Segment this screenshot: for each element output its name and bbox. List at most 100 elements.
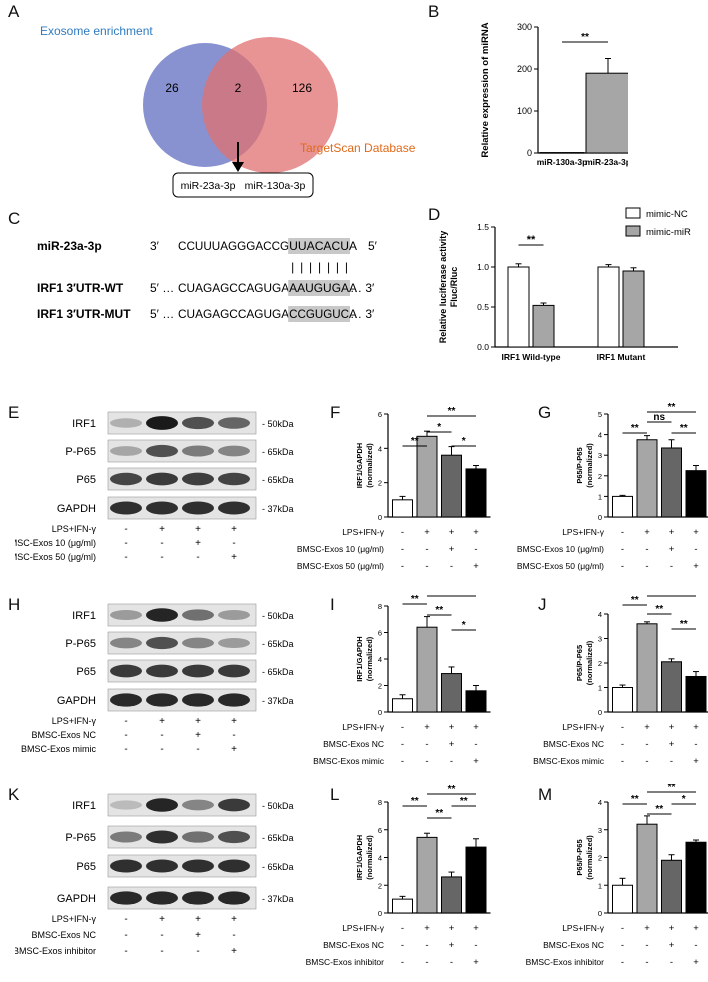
blot-kda-label: - 65kDa: [262, 862, 294, 872]
y-tick-label: 2: [378, 682, 382, 691]
blot-condition-label: BMSC-Exos NC: [31, 730, 96, 740]
blot-image: IRF1 - 50kDa P-P65 - 65kDa P65 - 65kDa GAPDH - …: [13, 793, 294, 957]
condition-sign: +: [669, 527, 675, 538]
y-tick-label: 2: [598, 472, 602, 481]
blot-kda-label: - 65kDa: [262, 639, 294, 649]
seq-5prime-0: 3′: [150, 239, 160, 253]
condition-sign: +: [669, 544, 675, 555]
significance-label: **: [411, 796, 419, 807]
bar: [416, 626, 438, 713]
significance-label: **: [655, 604, 663, 615]
y-axis-label: (normalized): [585, 640, 594, 685]
condition-label: BMSC-Exos 10 (μg/ml): [297, 544, 384, 554]
condition-sign: -: [401, 739, 404, 750]
panel-label-k: K: [8, 785, 20, 804]
x-group-label: IRF1 Mutant: [597, 352, 646, 362]
seq-hl-1: AAUGUGA: [289, 281, 349, 295]
condition-sign: -: [621, 722, 624, 733]
blot-band: [218, 798, 250, 812]
blot-band: [218, 891, 250, 905]
condition-sign: -: [694, 544, 697, 555]
blot-condition-sign: -: [232, 538, 235, 549]
blot-band: [146, 891, 178, 905]
blot-band: [146, 636, 178, 650]
venn-result-box: [172, 172, 314, 198]
blot-condition-sign: -: [196, 552, 199, 563]
blot-condition-sign: -: [232, 730, 235, 741]
y-tick-label: 2: [378, 479, 382, 488]
seq-post-1: A: [349, 281, 357, 295]
legend-swatch: [625, 225, 641, 237]
condition-sign: -: [450, 957, 453, 968]
bar: [636, 823, 658, 914]
condition-sign: -: [645, 957, 648, 968]
blot-condition-sign: +: [159, 914, 165, 925]
blot-image: IRF1 - 50kDa P-P65 - 65kDa P65 - 65kDa GAPDH - …: [4, 411, 294, 563]
venn-result-item-2: miR-130a-3p: [245, 180, 306, 192]
blot-kda-label: - 50kDa: [262, 801, 294, 811]
blot-protein-label: P-P65: [65, 638, 96, 650]
condition-sign: +: [693, 527, 699, 538]
seq-name-1: IRF1 3′UTR-WT: [37, 281, 124, 295]
blot-band: [146, 501, 178, 515]
blot-condition-sign: +: [231, 716, 237, 727]
condition-sign: +: [693, 756, 699, 767]
chart-j: 0 1 2 3 4 P65/P-P65(normalized) ** ** ** ** LPS+IF…: [533, 594, 708, 767]
significance-label: *: [462, 436, 466, 447]
seq-post-0: A: [349, 239, 357, 253]
blot-kda-label: - 37kDa: [262, 894, 294, 904]
seq-hl-0: UUACACU: [289, 239, 349, 253]
y-tick-label: 1: [598, 881, 602, 890]
significance-label: **: [448, 406, 456, 417]
blot-condition-sign: +: [159, 716, 165, 727]
condition-sign: -: [425, 561, 428, 572]
bar: [441, 673, 462, 713]
blot-band: [218, 859, 250, 873]
blot-condition-sign: -: [124, 552, 127, 563]
y-tick-label: 5: [598, 410, 602, 419]
y-tick-label: 1: [598, 684, 602, 693]
blot-protein-label: P-P65: [65, 446, 96, 458]
y-tick-label: 200: [517, 64, 532, 74]
blot-band: [218, 472, 250, 486]
condition-sign: +: [424, 722, 430, 733]
seq-highlight-0: [288, 238, 350, 254]
blot-band: [146, 416, 178, 430]
y-tick-label: 0: [598, 513, 602, 522]
y-tick-label: 1.0: [477, 262, 489, 272]
blot-condition-label: LPS+IFN-γ: [52, 524, 97, 534]
condition-sign: -: [425, 756, 428, 767]
condition-sign: -: [401, 544, 404, 555]
y-axis-label: Relative luciferase activity: [438, 231, 448, 344]
blot-band: [182, 609, 214, 621]
y-tick-label: 0.5: [477, 302, 489, 312]
bar: [539, 152, 585, 154]
condition-sign: -: [450, 756, 453, 767]
blot-protein-label: P65: [76, 474, 96, 486]
bar: [661, 859, 682, 914]
condition-sign: +: [669, 739, 675, 750]
condition-label: LPS+IFN-γ: [342, 527, 385, 537]
blot-condition-sign: -: [124, 930, 127, 941]
y-tick-label: 0.0: [477, 342, 489, 352]
blot-band: [146, 472, 178, 486]
sequence-alignment: miR-23a-3p 3′ CCUUUAGGGACCG UUACACU A 5′IRF1 …: [37, 238, 378, 322]
seq-3prime-0: 5′: [368, 239, 378, 253]
condition-sign: +: [473, 957, 479, 968]
blot-band: [110, 800, 142, 810]
chart-l: 0 2 4 6 8 IRF1/GAPDH (normalized) ** ** ** ** LPS+I…: [306, 784, 491, 968]
y-tick-label: 4: [378, 655, 382, 664]
significance-label: **: [411, 436, 419, 447]
y-axis-label: P65/P-P65: [575, 645, 584, 681]
condition-sign: -: [425, 739, 428, 750]
condition-sign: -: [694, 940, 697, 951]
condition-sign: -: [621, 940, 624, 951]
venn-intersection-count: 2: [235, 81, 242, 95]
blot-condition-sign: +: [231, 914, 237, 925]
bar: [441, 876, 462, 914]
significance-label: **: [527, 234, 536, 246]
condition-sign: +: [473, 527, 479, 538]
blot-band: [218, 417, 250, 429]
y-axis-label: IRF1/GAPDH: [355, 636, 364, 681]
